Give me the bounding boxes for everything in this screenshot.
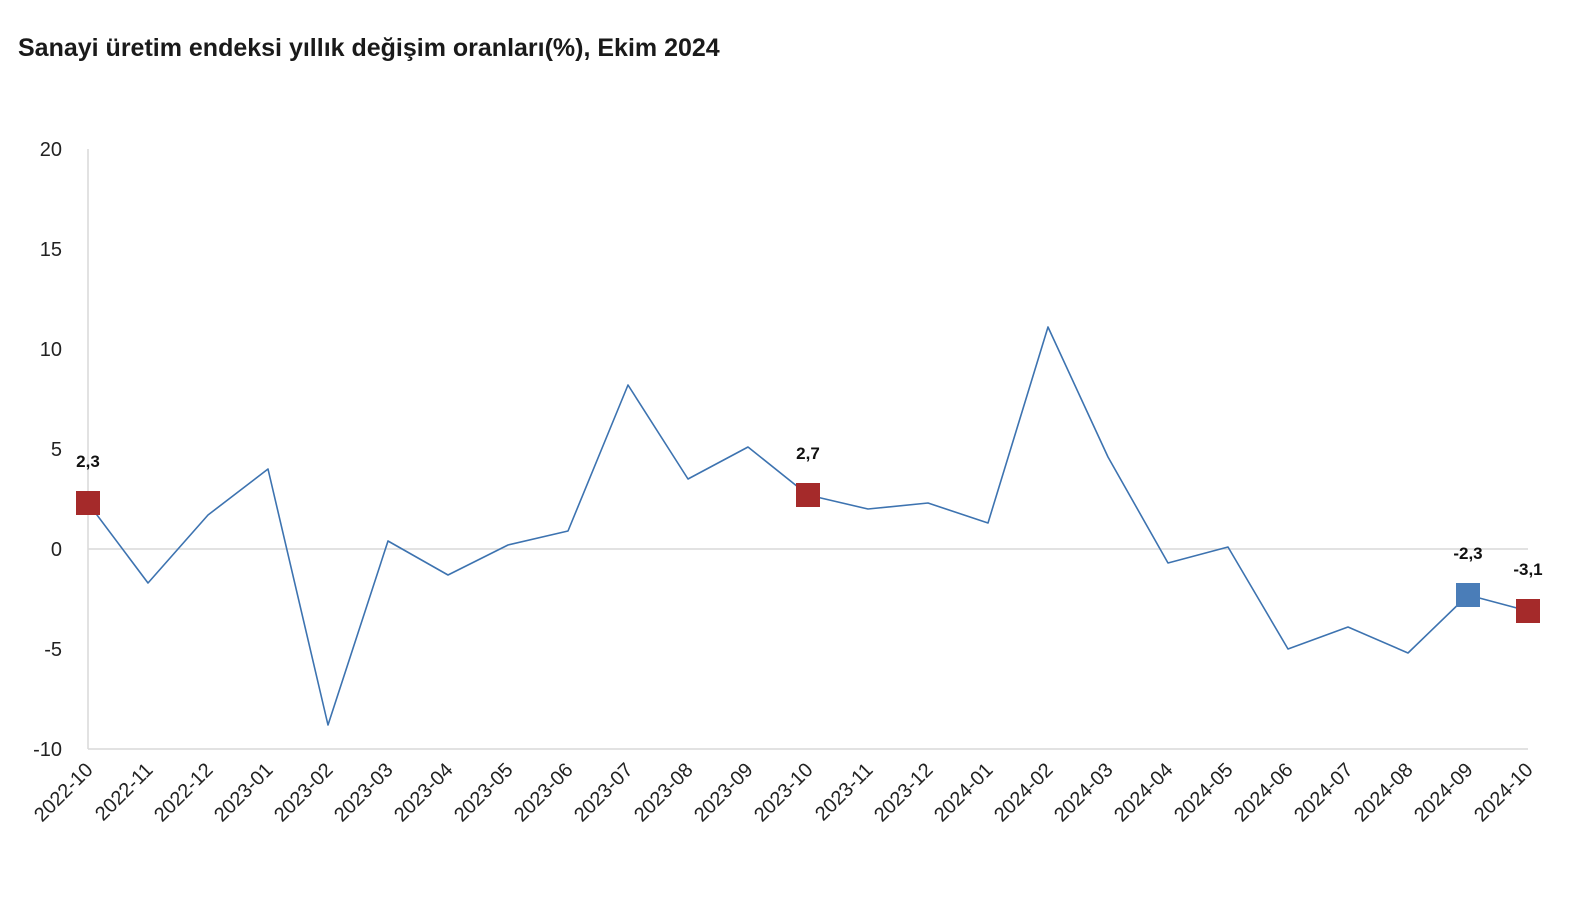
x-tick-label: 2024-02 xyxy=(990,759,1057,826)
x-tick-label: 2023-09 xyxy=(690,759,757,826)
x-tick-label: 2023-07 xyxy=(570,759,637,826)
x-tick-label: 2024-01 xyxy=(930,759,997,826)
x-tick-label: 2022-12 xyxy=(150,759,217,826)
highlight-markers xyxy=(76,483,1540,623)
axes xyxy=(87,149,1528,750)
x-tick-label: 2023-04 xyxy=(390,759,457,826)
y-tick-label: 0 xyxy=(51,539,62,561)
series-line xyxy=(87,326,1529,726)
x-tick-label: 2022-11 xyxy=(91,759,157,825)
x-tick-label: 2023-10 xyxy=(750,759,817,826)
x-tick-label: 2023-11 xyxy=(811,759,877,825)
x-tick-label: 2024-06 xyxy=(1230,759,1297,826)
data-label: -3,1 xyxy=(1513,560,1542,579)
highlight-marker xyxy=(796,483,820,507)
highlight-marker xyxy=(1456,583,1480,607)
data-labels: 2,3 2,7 -2,3 -3,1 xyxy=(76,444,1542,579)
y-tick-label: -5 xyxy=(44,639,62,661)
y-tick-label: 20 xyxy=(40,139,62,161)
x-tick-label: 2024-10 xyxy=(1470,759,1537,826)
x-tick-label: 2024-05 xyxy=(1170,759,1237,826)
x-tick-label: 2023-05 xyxy=(450,759,517,826)
highlight-marker xyxy=(76,491,100,515)
x-tick-label: 2023-08 xyxy=(630,759,697,826)
data-label: -2,3 xyxy=(1453,544,1482,563)
x-tick-label: 2023-12 xyxy=(870,759,937,826)
x-tick-label: 2024-07 xyxy=(1290,759,1357,826)
chart-title: Sanayi üretim endeksi yıllık değişim ora… xyxy=(18,34,720,62)
data-label: 2,3 xyxy=(76,452,100,471)
x-tick-label: 2024-03 xyxy=(1050,759,1117,826)
y-tick-label: 10 xyxy=(40,339,62,361)
x-tick-label: 2022-10 xyxy=(30,759,97,826)
x-tick-label: 2024-09 xyxy=(1410,759,1477,826)
y-tick-label: -10 xyxy=(33,739,62,761)
data-label: 2,7 xyxy=(796,444,820,463)
x-tick-label: 2023-03 xyxy=(330,759,397,826)
y-tick-label: 5 xyxy=(51,439,62,461)
x-tick-label: 2024-04 xyxy=(1110,759,1177,826)
x-axis-ticks: 2022-102022-112022-122023-012023-022023-… xyxy=(30,759,1537,826)
x-tick-label: 2024-08 xyxy=(1350,759,1417,826)
highlight-marker xyxy=(1516,599,1540,623)
x-tick-label: 2023-02 xyxy=(270,759,337,826)
y-tick-label: 15 xyxy=(40,239,62,261)
y-axis-ticks: 20 15 10 5 0 -5 -10 xyxy=(33,139,62,761)
series-layer xyxy=(87,326,1529,726)
x-tick-label: 2023-01 xyxy=(210,759,277,826)
x-tick-label: 2023-06 xyxy=(510,759,577,826)
